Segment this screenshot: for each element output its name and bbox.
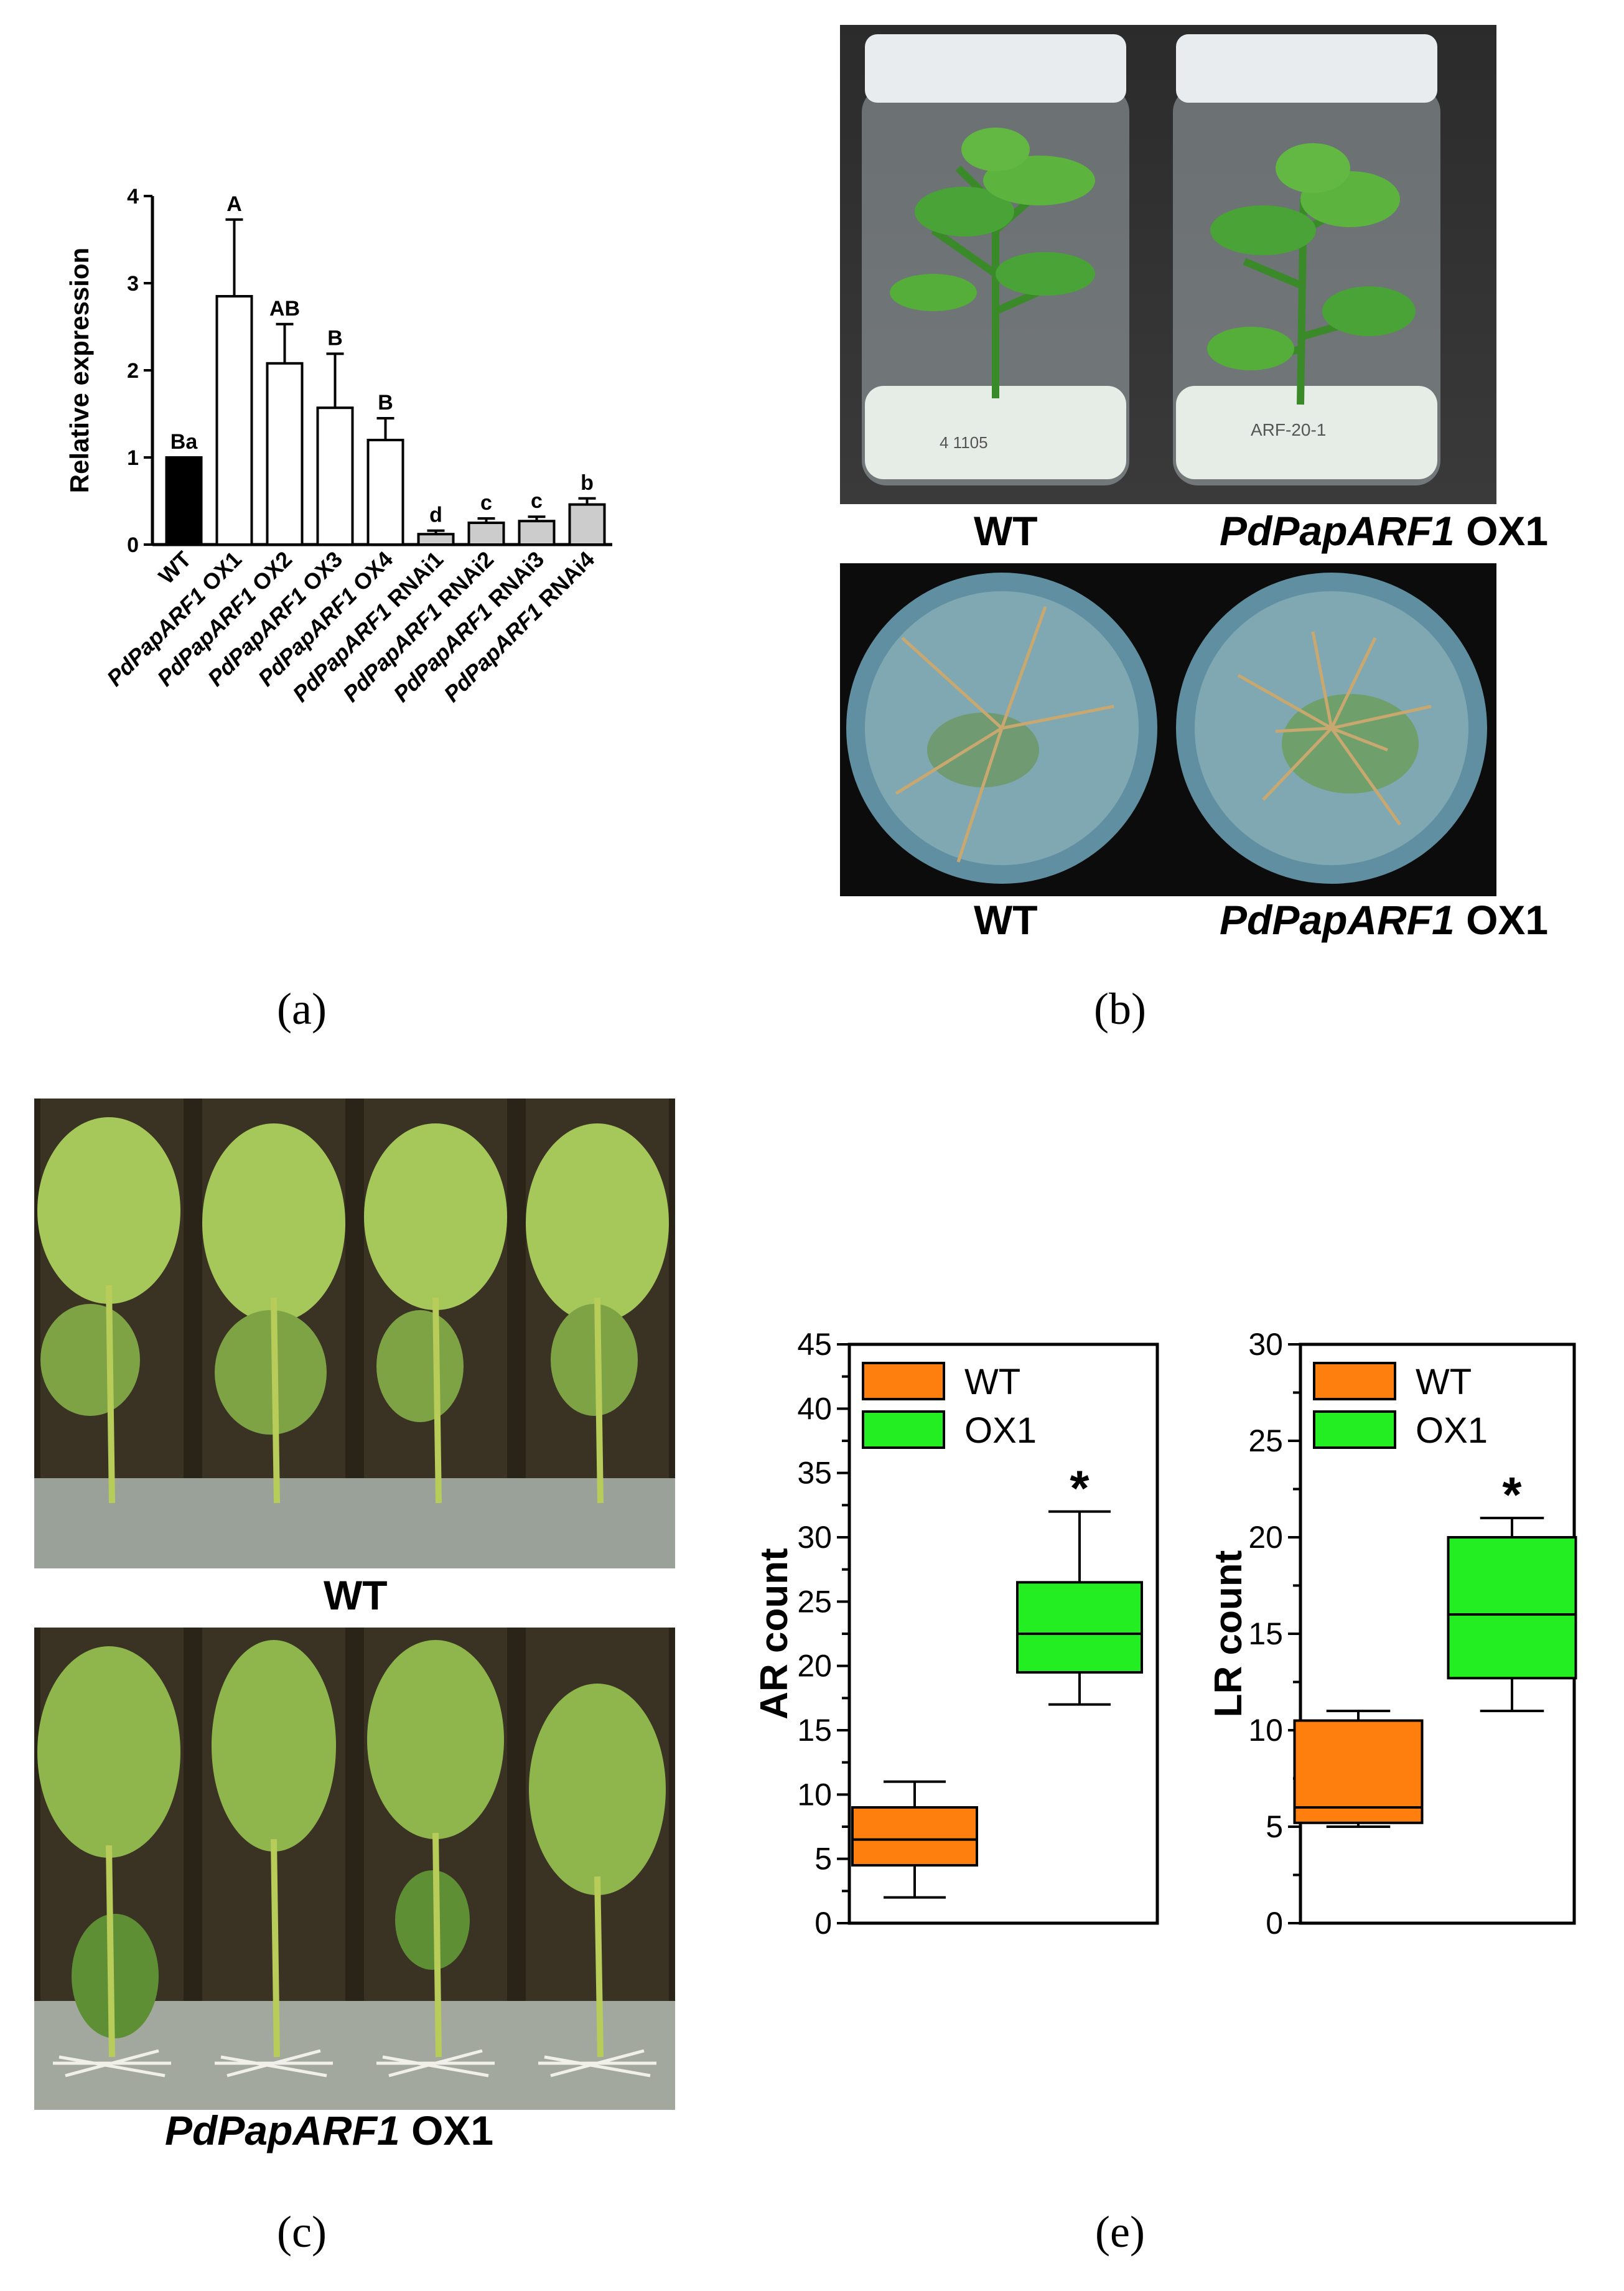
root-illustration	[846, 573, 1487, 884]
jar-illustration: 4 1105 ARF-20-1	[862, 34, 1440, 485]
y-tick-label: 40	[797, 1391, 832, 1426]
panel-label-b: (b)	[1094, 984, 1146, 1034]
bar	[467, 522, 505, 546]
box	[851, 1806, 978, 1867]
box	[1016, 1581, 1143, 1674]
y-tick-label: 15	[797, 1713, 832, 1748]
legend-swatch	[1313, 1362, 1396, 1400]
legend-label: OX1	[964, 1410, 1037, 1451]
y-tick-label: 30	[1248, 1327, 1283, 1362]
y-tick-label: 1	[127, 446, 139, 470]
ox1-tubes-caption: PdPapARF1 OX1	[165, 2107, 494, 2153]
significance-letter: b	[581, 471, 594, 495]
y-tick-label: 3	[127, 272, 139, 296]
y-tick-label: 45	[797, 1327, 832, 1362]
y-axis-label: AR count	[753, 1548, 796, 1720]
bar	[568, 503, 606, 546]
significance-letter: A	[226, 192, 242, 216]
jar-label-left: 4 1105	[940, 433, 988, 452]
significance-letter: d	[429, 504, 442, 527]
legend-label: WT	[964, 1362, 1020, 1402]
y-tick-label: 0	[1266, 1906, 1283, 1941]
y-axis-label: Relative expression	[65, 248, 94, 494]
box	[1447, 1536, 1577, 1680]
y-tick-label: 4	[127, 185, 139, 208]
y-tick-label: 25	[1248, 1423, 1283, 1458]
legend-swatch	[862, 1362, 945, 1400]
bar	[215, 295, 253, 546]
ox1-tubes-photo	[34, 1628, 675, 2110]
significance-mark: *	[1502, 1467, 1522, 1522]
ar-count-box-plot: 0 5 10 15 20 25 30 35 40 45 AR count WT OX1 *	[753, 1327, 1159, 1941]
y-tick-label: 0	[814, 1906, 832, 1941]
y-tick-label: 20	[797, 1649, 832, 1684]
bar	[518, 520, 556, 546]
y-tick-label: 30	[797, 1520, 832, 1555]
panel-label-c: (c)	[277, 2207, 327, 2257]
wt-tubes-caption: WT	[324, 1572, 388, 1618]
jar-label-right: ARF-20-1	[1251, 420, 1326, 439]
lr-count-box-plot: 0 5 10 15 20 25 30 LR count WT OX1 *	[1207, 1327, 1577, 1941]
jar-caption-left: WT	[974, 508, 1038, 554]
legend-swatch	[1313, 1410, 1396, 1449]
significance-mark: *	[1070, 1461, 1090, 1516]
significance-letter: B	[378, 391, 393, 415]
significance-letter: B	[327, 326, 343, 350]
root-caption-left: WT	[974, 897, 1038, 943]
wt-tubes-illustration	[34, 1099, 675, 1568]
y-tick-label: 0	[127, 533, 139, 557]
y-tick-label: 20	[1248, 1520, 1283, 1555]
jar-photo: 4 1105 ARF-20-1	[840, 25, 1496, 504]
y-tick-label: 15	[1248, 1616, 1283, 1651]
y-tick-label: 10	[1248, 1713, 1283, 1748]
panel-label-a: (a)	[277, 984, 327, 1034]
legend-label: WT	[1416, 1362, 1472, 1402]
bar	[165, 456, 203, 546]
legend-swatch	[862, 1410, 945, 1449]
significance-letter: AB	[269, 297, 300, 321]
jar-caption-right: PdPapARF1 OX1	[1220, 508, 1549, 554]
y-tick-label: 35	[797, 1456, 832, 1491]
root-caption-right: PdPapARF1 OX1	[1220, 897, 1549, 943]
y-tick-label: 10	[797, 1777, 832, 1812]
box	[1293, 1719, 1424, 1824]
bar	[316, 406, 354, 546]
y-tick-label: 25	[797, 1584, 832, 1619]
y-tick-label: 2	[127, 359, 139, 383]
significance-letter: Ba	[170, 430, 198, 454]
bar	[266, 362, 304, 546]
y-axis-label: LR count	[1207, 1550, 1250, 1718]
significance-letter: c	[531, 489, 543, 513]
ox1-tubes-illustration	[34, 1628, 675, 2110]
panel-label-e: (e)	[1095, 2207, 1145, 2257]
bar	[366, 439, 404, 546]
root-view-photo	[840, 563, 1496, 896]
legend-label: OX1	[1416, 1410, 1488, 1451]
significance-letter: c	[480, 491, 492, 515]
wt-tubes-photo	[34, 1099, 675, 1568]
bar	[417, 533, 455, 546]
y-tick-label: 5	[1266, 1809, 1283, 1844]
x-tick-label: WT	[154, 546, 197, 589]
y-tick-label: 5	[814, 1842, 832, 1876]
